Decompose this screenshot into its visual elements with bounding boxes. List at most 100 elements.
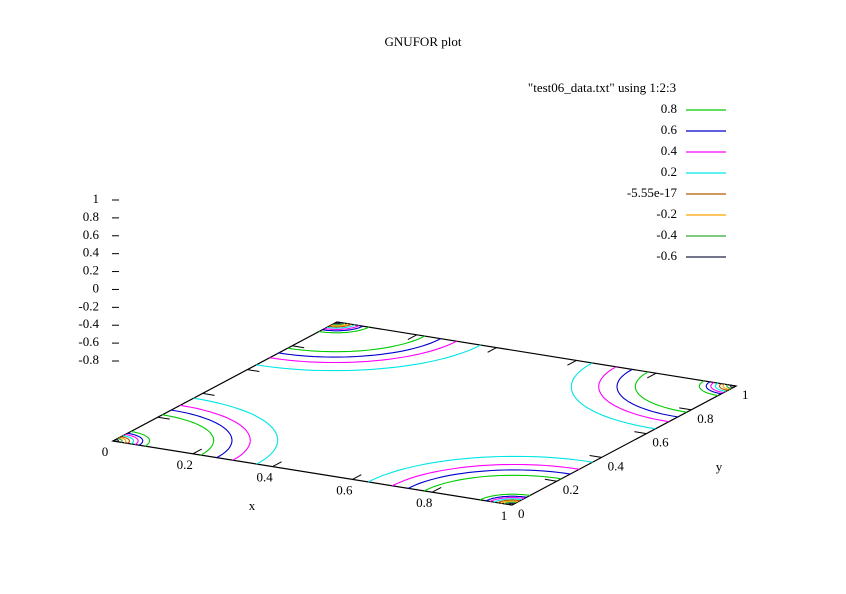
contour-line: [117, 438, 123, 443]
x-tick: [726, 385, 737, 392]
contour-line: [493, 498, 523, 503]
y-tick-label: 0.2: [563, 482, 579, 497]
contour-line: [714, 382, 727, 392]
y-tick-label: 0.6: [652, 435, 669, 450]
contour-line: [334, 322, 342, 325]
contour-line: [705, 381, 722, 395]
contour-line: [368, 455, 593, 483]
x-tick: [487, 347, 497, 353]
contour-line: [718, 383, 728, 391]
contour-line: [324, 325, 360, 330]
z-tick-label: 0: [93, 280, 100, 295]
contour-line: [710, 381, 724, 394]
y-tick: [634, 431, 647, 435]
legend-label: -5.55e-17: [627, 185, 678, 200]
contour-line: [193, 397, 279, 465]
y-tick: [589, 454, 602, 458]
y-axis-label: y: [716, 459, 723, 474]
x-tick: [192, 448, 202, 455]
legend-label: -0.4: [656, 227, 677, 242]
x-tick-label: 0: [102, 444, 109, 459]
legend-label: 0.8: [661, 101, 677, 116]
x-tick-label: 0.2: [177, 457, 193, 472]
contour-line: [330, 323, 349, 327]
contour-line: [722, 383, 730, 390]
contour-line: [570, 362, 656, 430]
contour-line: [122, 435, 135, 445]
x-tick-label: 0.6: [336, 482, 353, 497]
y-tick-label: 0.8: [697, 411, 713, 426]
x-tick: [407, 334, 418, 341]
legend-label: 0.2: [661, 164, 677, 179]
contour-line: [119, 437, 127, 444]
contour-line: [598, 366, 669, 423]
contour-line: [616, 368, 678, 418]
contour-line: [497, 499, 521, 504]
contour-line: [479, 493, 530, 501]
x-tick: [647, 372, 657, 379]
y-tick: [247, 369, 260, 373]
contour-line: [392, 463, 580, 487]
legend-label: 0.6: [661, 122, 678, 137]
y-tick: [499, 502, 513, 506]
x-tick: [567, 359, 577, 366]
contour-line: [121, 436, 131, 444]
base-plane: [111, 321, 738, 506]
contour-line: [507, 502, 515, 505]
y-tick-label: 0: [518, 506, 525, 521]
contour-line: [319, 326, 370, 334]
z-tick-label: 0.4: [83, 245, 100, 260]
contour-line: [322, 325, 364, 332]
contour-line: [162, 414, 215, 456]
x-tick-label: 0.4: [256, 470, 273, 485]
x-tick-label: 1: [501, 508, 508, 523]
contour-line: [256, 344, 481, 372]
z-tick-label: 0.8: [83, 209, 99, 224]
x-tick-label: 0.8: [416, 495, 432, 510]
contour-line: [503, 501, 517, 505]
y-tick: [202, 392, 215, 396]
contour-line: [489, 497, 525, 502]
x-tick: [272, 461, 282, 468]
z-tick-label: -0.2: [78, 298, 99, 313]
y-tick: [292, 345, 305, 349]
contour-line: [634, 371, 687, 413]
contour-line: [269, 340, 457, 364]
contour-line: [130, 430, 151, 447]
legend-label: -0.2: [656, 206, 677, 221]
y-tick: [157, 416, 170, 420]
z-tick-label: 1: [93, 191, 100, 206]
contour-line: [726, 384, 732, 389]
contour-line: [485, 495, 527, 502]
contour-line: [180, 404, 251, 461]
y-tick-label: 0.4: [608, 458, 625, 473]
contour-line: [326, 324, 356, 329]
x-tick: [112, 435, 123, 442]
y-tick: [544, 478, 557, 482]
contour-line: [408, 469, 571, 489]
contour-line: [423, 474, 562, 492]
contour-line: [698, 380, 719, 397]
contour-line: [729, 384, 734, 388]
y-tick: [723, 383, 737, 387]
contour-line: [127, 432, 144, 446]
z-tick-label: 0.6: [83, 227, 100, 242]
contour-line: [278, 338, 441, 358]
contour-line: [500, 500, 519, 504]
contour-line: [115, 439, 120, 443]
z-tick-label: -0.4: [78, 316, 99, 331]
legend-label: 0.4: [661, 143, 678, 158]
chart-title: GNUFOR plot: [385, 34, 462, 49]
z-tick-label: -0.8: [78, 352, 99, 367]
legend-title: "test06_data.txt" using 1:2:3: [528, 80, 676, 95]
z-tick-label: 0.2: [83, 263, 99, 278]
contour-line: [287, 335, 426, 353]
contour-line: [332, 322, 346, 326]
contour-line: [328, 323, 352, 328]
y-tick: [679, 407, 692, 411]
contour-line: [171, 409, 233, 459]
x-tick: [352, 474, 362, 480]
y-tick: [336, 321, 350, 325]
z-tick-label: -0.6: [78, 334, 99, 349]
